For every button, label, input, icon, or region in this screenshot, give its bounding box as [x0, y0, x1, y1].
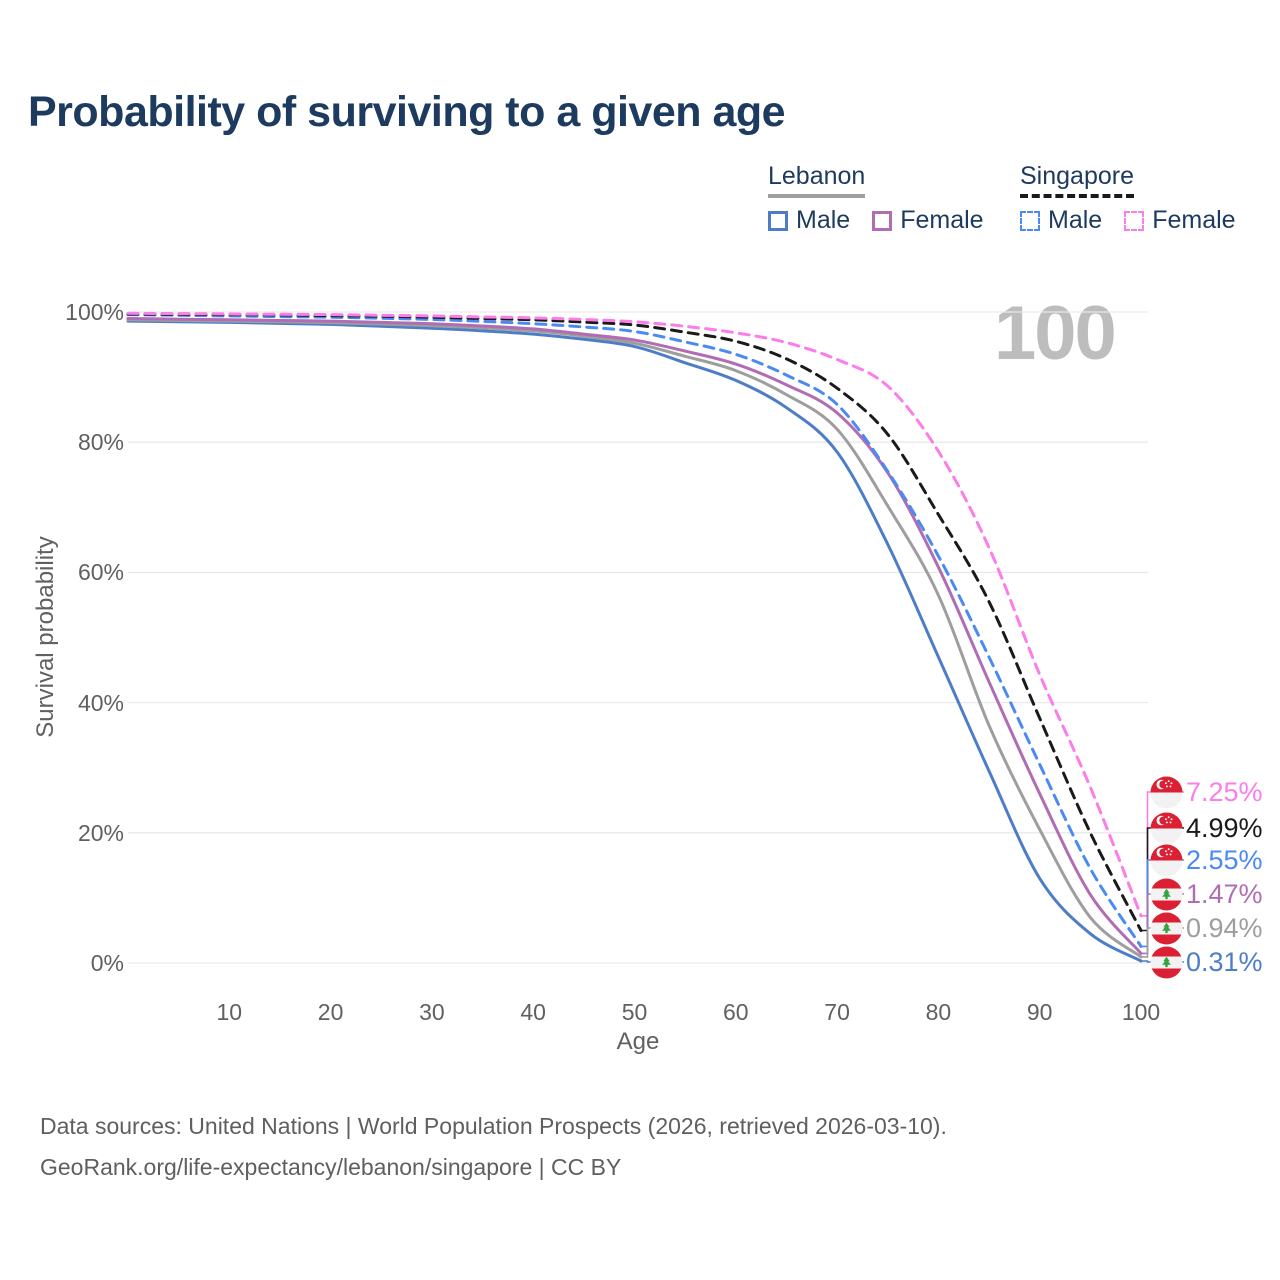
x-tick-label-30: 30: [419, 999, 445, 1025]
curve-singapore-female[interactable]: [126, 311, 1143, 918]
y-tick-label-0%: 0%: [90, 950, 124, 976]
lebanon-flag-icon: [1150, 946, 1183, 979]
legend-label-singapore-male[interactable]: Male: [1048, 206, 1103, 234]
legend-group-singapore: Singapore Male Female: [1020, 162, 1250, 235]
x-tick-label-50: 50: [621, 999, 648, 1025]
end-value-lebanon-all: 0.94%: [1186, 913, 1263, 943]
curve-singapore-all[interactable]: [126, 312, 1143, 932]
legend: Lebanon Male Female Singapore Male Femal…: [0, 162, 1280, 242]
singapore-flag-icon: [1150, 776, 1183, 809]
curve-lebanon-all[interactable]: [126, 318, 1143, 959]
x-tick-label-90: 90: [1026, 999, 1053, 1025]
y-tick-label-60%: 60%: [77, 559, 124, 586]
legend-swatch-lebanon-female[interactable]: [872, 210, 893, 231]
x-tick-label-40: 40: [520, 999, 546, 1025]
attribution-link: GeoRank.org/life-expectancy/lebanon/sing…: [40, 1154, 622, 1180]
x-axis-title: Age: [616, 1028, 660, 1055]
legend-swatch-singapore-female[interactable]: [1124, 210, 1145, 231]
end-value-lebanon-male: 0.31%: [1186, 947, 1263, 977]
y-tick-label-80%: 80%: [77, 429, 124, 456]
lebanon-flag-icon: [1150, 878, 1183, 911]
curve-lebanon-female[interactable]: [126, 317, 1143, 955]
end-value-singapore-male: 2.55%: [1186, 845, 1263, 875]
legend-label-lebanon-male[interactable]: Male: [796, 206, 851, 234]
end-value-singapore-female: 7.25%: [1186, 777, 1263, 807]
legend-country-lebanon[interactable]: Lebanon: [768, 162, 866, 198]
legend-label-lebanon-female[interactable]: Female: [900, 206, 984, 234]
y-tick-label-100%: 100%: [65, 299, 124, 325]
y-tick-label-40%: 40%: [77, 689, 124, 716]
end-value-lebanon-female: 1.47%: [1186, 879, 1263, 909]
x-tick-label-80: 80: [925, 999, 952, 1025]
x-tick-label-100: 100: [1121, 999, 1161, 1025]
end-value-singapore-all: 4.99%: [1186, 813, 1263, 843]
chart-title: Probability of surviving to a given age: [28, 88, 786, 136]
y-tick-label-20%: 20%: [77, 819, 124, 846]
legend-swatch-lebanon-male[interactable]: [768, 210, 788, 231]
data-source-note: Data sources: United Nations | World Pop…: [40, 1113, 947, 1139]
legend-country-singapore[interactable]: Singapore: [1020, 162, 1134, 198]
lebanon-flag-icon: [1150, 912, 1183, 945]
x-tick-label-60: 60: [723, 999, 749, 1025]
x-tick-label-10: 10: [216, 999, 243, 1025]
age-watermark: 100: [994, 291, 1117, 376]
x-tick-label-20: 20: [317, 999, 344, 1025]
curve-singapore-male[interactable]: [126, 313, 1143, 948]
legend-swatch-singapore-male[interactable]: [1020, 210, 1040, 231]
legend-label-singapore-female[interactable]: Female: [1152, 206, 1236, 234]
singapore-flag-icon: [1150, 844, 1183, 877]
curve-lebanon-male[interactable]: [126, 319, 1143, 963]
singapore-flag-icon: [1150, 812, 1183, 845]
footer: Data sources: United Nations | World Pop…: [40, 1106, 947, 1188]
x-tick-label-70: 70: [824, 999, 850, 1025]
legend-group-lebanon: Lebanon Male Female: [768, 162, 998, 235]
